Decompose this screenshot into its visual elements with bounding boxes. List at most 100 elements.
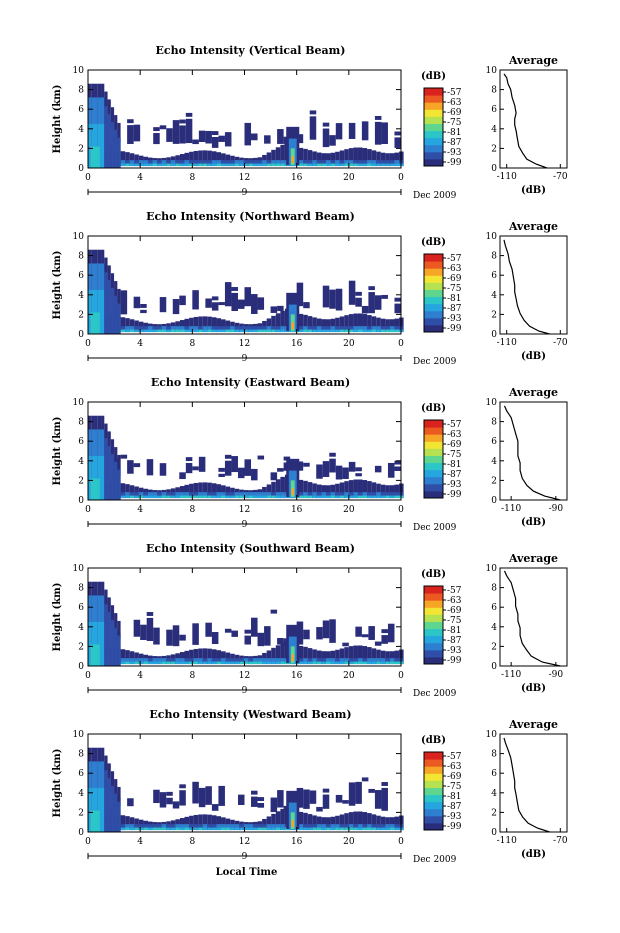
boundary-layer-cell xyxy=(175,658,180,665)
deep-echo-cell xyxy=(88,123,92,168)
x-tick-label: 0 xyxy=(398,837,404,847)
boundary-layer-cell xyxy=(394,160,400,167)
surface-cell xyxy=(147,827,153,831)
boundary-layer-cell xyxy=(326,658,331,665)
boundary-layer-cell xyxy=(362,148,368,167)
surface-cell xyxy=(239,661,244,665)
average-x-label: (dB) xyxy=(521,849,546,860)
cloud-cell xyxy=(348,461,356,472)
colorbar-tick-label: -81 xyxy=(447,294,462,304)
boundary-layer-cell xyxy=(198,150,203,167)
surface-cell xyxy=(211,661,217,665)
boundary-layer-cell xyxy=(157,492,162,499)
colorbar-tick-label: -63 xyxy=(447,596,462,606)
surface-cell xyxy=(380,495,386,499)
cloud-cell xyxy=(211,632,219,644)
cloud-cell xyxy=(329,452,336,457)
boundary-layer-cell xyxy=(184,816,190,831)
deep-echo-cell xyxy=(97,123,102,168)
deep-echo-cell xyxy=(94,621,98,666)
boundary-layer-cell xyxy=(125,492,130,499)
colorbar-tick-label: -57 xyxy=(447,586,462,596)
boundary-layer-cell xyxy=(280,808,285,831)
deep-echo-cell xyxy=(117,469,121,500)
cloud-cell xyxy=(205,786,212,805)
boundary-layer-cell xyxy=(394,658,400,665)
boundary-layer-cell xyxy=(184,658,190,665)
boundary-layer-cell xyxy=(376,317,381,333)
boundary-layer-cell xyxy=(157,160,162,167)
boundary-layer-cell xyxy=(234,160,240,167)
surface-cell xyxy=(125,329,130,333)
average-x-tick-label: -70 xyxy=(553,172,568,182)
boundary-layer-cell xyxy=(262,160,267,167)
colorbar: (dB)-57-63-69-75-81-87-93-99 xyxy=(421,403,462,500)
boundary-layer-cell xyxy=(353,479,358,499)
surface-cell xyxy=(207,661,212,665)
surface-cell xyxy=(239,827,244,831)
boundary-layer-cell xyxy=(125,326,130,333)
y-tick-label: 4 xyxy=(78,291,84,301)
colorbar-swatch xyxy=(424,289,443,298)
x-tick-label: 4 xyxy=(137,339,143,349)
boundary-layer-cell xyxy=(316,326,322,333)
boundary-layer-cell xyxy=(357,492,363,499)
boundary-layer-cell xyxy=(362,824,368,831)
cloud-cell xyxy=(264,135,271,144)
surface-cell xyxy=(248,329,253,333)
surface-cell xyxy=(170,495,176,499)
colorbar-frame xyxy=(423,419,444,499)
surface-cell xyxy=(271,661,276,665)
colorbar-swatch xyxy=(424,317,443,326)
boundary-layer-cell xyxy=(339,824,345,831)
colorbar-tick-label: -99 xyxy=(447,324,462,334)
average-title: Average xyxy=(508,552,558,565)
deep-echo-cell xyxy=(101,621,105,666)
surface-cell xyxy=(221,495,226,499)
boundary-layer-cell xyxy=(335,151,340,167)
boundary-layer-cell xyxy=(257,160,263,167)
boundary-layer-cell xyxy=(275,824,281,831)
surface-cell xyxy=(348,163,354,167)
surface-cell xyxy=(143,661,148,665)
surface-cell xyxy=(225,495,231,499)
cloud-cell xyxy=(237,299,245,309)
y-tick-label: 2 xyxy=(78,144,84,154)
boundary-layer-cell xyxy=(189,492,194,499)
boundary-layer-cell xyxy=(175,326,180,333)
boundary-layer-cell xyxy=(389,160,395,167)
boundary-layer-cell xyxy=(120,824,126,831)
surface-cell xyxy=(307,827,313,831)
surface-cell xyxy=(189,495,194,499)
deep-echo-cell xyxy=(97,787,102,832)
boundary-layer-cell xyxy=(367,160,372,167)
cloud-cell xyxy=(381,122,388,144)
boundary-layer-cell xyxy=(120,317,126,333)
surface-cell xyxy=(179,329,185,333)
cloud-cell xyxy=(192,781,199,804)
colorbar-tick-label: -99 xyxy=(447,656,462,666)
colorbar-swatch xyxy=(424,490,443,499)
surface-cell xyxy=(344,827,349,831)
boundary-layer-cell xyxy=(138,824,144,831)
cloud-cell xyxy=(153,789,160,804)
x-tick-label: 20 xyxy=(343,505,355,515)
boundary-layer-cell xyxy=(385,160,390,167)
cloud-cell xyxy=(251,294,258,314)
average-profile-line xyxy=(503,239,550,335)
surface-cell xyxy=(280,163,285,167)
panel-5: Echo Intensity (Westward Beam) Height (km… xyxy=(52,708,568,878)
boundary-layer-cell xyxy=(335,492,340,499)
boundary-layer-cell xyxy=(385,658,390,665)
deep-echo-cell xyxy=(114,129,118,168)
boundary-layer-cell xyxy=(330,492,336,499)
boundary-layer-cell xyxy=(216,484,222,499)
deep-echo-cell xyxy=(117,635,121,666)
cloud-cell xyxy=(140,309,147,314)
y-tick-label: 10 xyxy=(73,232,85,242)
surface-cell xyxy=(298,827,304,831)
cloud-cell xyxy=(270,797,278,813)
colorbar-swatch xyxy=(424,144,443,153)
surface-cell xyxy=(385,661,390,665)
boundary-layer-cell xyxy=(189,326,194,333)
